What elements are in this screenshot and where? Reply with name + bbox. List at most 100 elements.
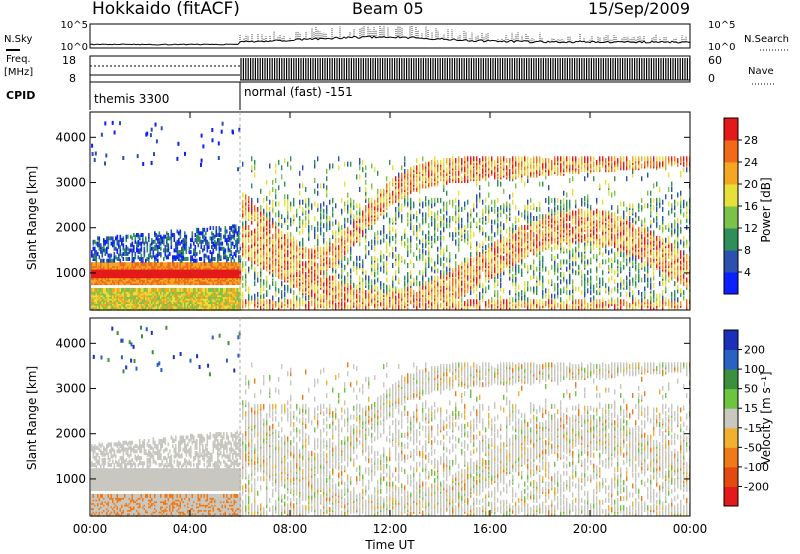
power-cell [220, 233, 222, 237]
power-cell [215, 287, 218, 292]
power-cell [386, 255, 388, 261]
power-cell [157, 287, 159, 292]
power-cell [332, 163, 334, 169]
power-cell [377, 212, 379, 218]
power-cell [170, 239, 173, 244]
power-cell [227, 287, 230, 292]
power-cell [203, 234, 206, 239]
power-cell [110, 253, 113, 258]
freq-tick-8: 8 [69, 72, 76, 85]
power-cell [404, 275, 406, 281]
nave-tick-60: 60 [708, 54, 722, 67]
power-cell [401, 288, 403, 294]
power-cell [208, 255, 210, 260]
power-cell [151, 262, 153, 267]
power-cell [281, 230, 283, 236]
power-cell [113, 251, 116, 256]
power-cell [164, 251, 167, 256]
power-cell [182, 262, 185, 267]
power-cell [329, 199, 331, 205]
power-cell [151, 287, 153, 292]
power-cell [119, 287, 122, 292]
power-cell [202, 262, 204, 267]
power-cell [145, 262, 147, 267]
power-cell [236, 241, 239, 246]
power-cell [305, 216, 307, 221]
power-cell [172, 262, 174, 267]
power-cell [109, 262, 111, 267]
power-cell [160, 251, 162, 256]
power-cell [314, 188, 316, 194]
power-cell [121, 238, 123, 243]
power-cell [151, 246, 153, 251]
power-cell [160, 238, 162, 243]
power-cell [98, 236, 101, 241]
power-cell [302, 199, 304, 205]
power-cell [416, 281, 418, 287]
power-cell [161, 236, 164, 241]
power-cell [218, 253, 221, 258]
power-cell [229, 253, 231, 258]
power-cell [157, 239, 159, 244]
power-cell [155, 246, 158, 251]
power-cell [97, 241, 99, 246]
power-cell [149, 262, 152, 267]
power-cell [187, 262, 189, 267]
power-cell [272, 199, 274, 205]
power-cell [173, 248, 176, 253]
power-cell [392, 226, 394, 232]
power-cell [299, 241, 301, 247]
power-cell [229, 231, 231, 236]
power-cell [398, 172, 400, 178]
power-cell [149, 248, 152, 253]
power-cell [386, 183, 388, 189]
power-cell [371, 183, 373, 189]
power-cell [176, 229, 179, 234]
power-cell [299, 190, 301, 196]
power-cell [398, 266, 400, 272]
power-cell [100, 262, 102, 267]
power-cell [281, 259, 283, 265]
power-cell [278, 288, 280, 294]
power-cell [407, 244, 409, 250]
power-cell [419, 208, 421, 214]
cpid-segment-themis: themis 3300 [94, 92, 169, 106]
power-cell [110, 287, 113, 292]
power-cell [121, 253, 123, 258]
power-cell [413, 201, 415, 207]
power-cell [119, 245, 122, 249]
power-cell [383, 288, 385, 294]
power-cell [374, 293, 376, 299]
power-cell [287, 225, 289, 230]
power-cell [163, 234, 165, 239]
power-cell [133, 233, 135, 237]
power-cell [251, 183, 253, 189]
power-cell [335, 203, 337, 209]
power-cell [116, 238, 119, 243]
power-cell [167, 253, 170, 258]
power-cell [197, 227, 200, 232]
power-cell [163, 257, 165, 261]
power-cell [305, 246, 307, 252]
power-cell [205, 253, 207, 258]
power-cell [220, 287, 222, 292]
power-cell [362, 259, 364, 265]
power-cell [275, 194, 277, 200]
power-cell [305, 203, 307, 209]
power-cell [395, 253, 397, 259]
power-cell [299, 216, 301, 221]
power-cell [221, 287, 224, 292]
power-cell [173, 287, 176, 292]
power-cell [175, 241, 177, 246]
cpid-label: CPID [6, 89, 35, 102]
power-cell [196, 258, 198, 263]
power-cell [365, 165, 367, 171]
power-cell [143, 241, 146, 246]
power-cell [134, 234, 137, 239]
power-cell [181, 287, 183, 292]
power-cell [275, 232, 277, 238]
power-cell [389, 284, 391, 290]
power-cell [140, 246, 143, 251]
power-cell [293, 235, 295, 241]
